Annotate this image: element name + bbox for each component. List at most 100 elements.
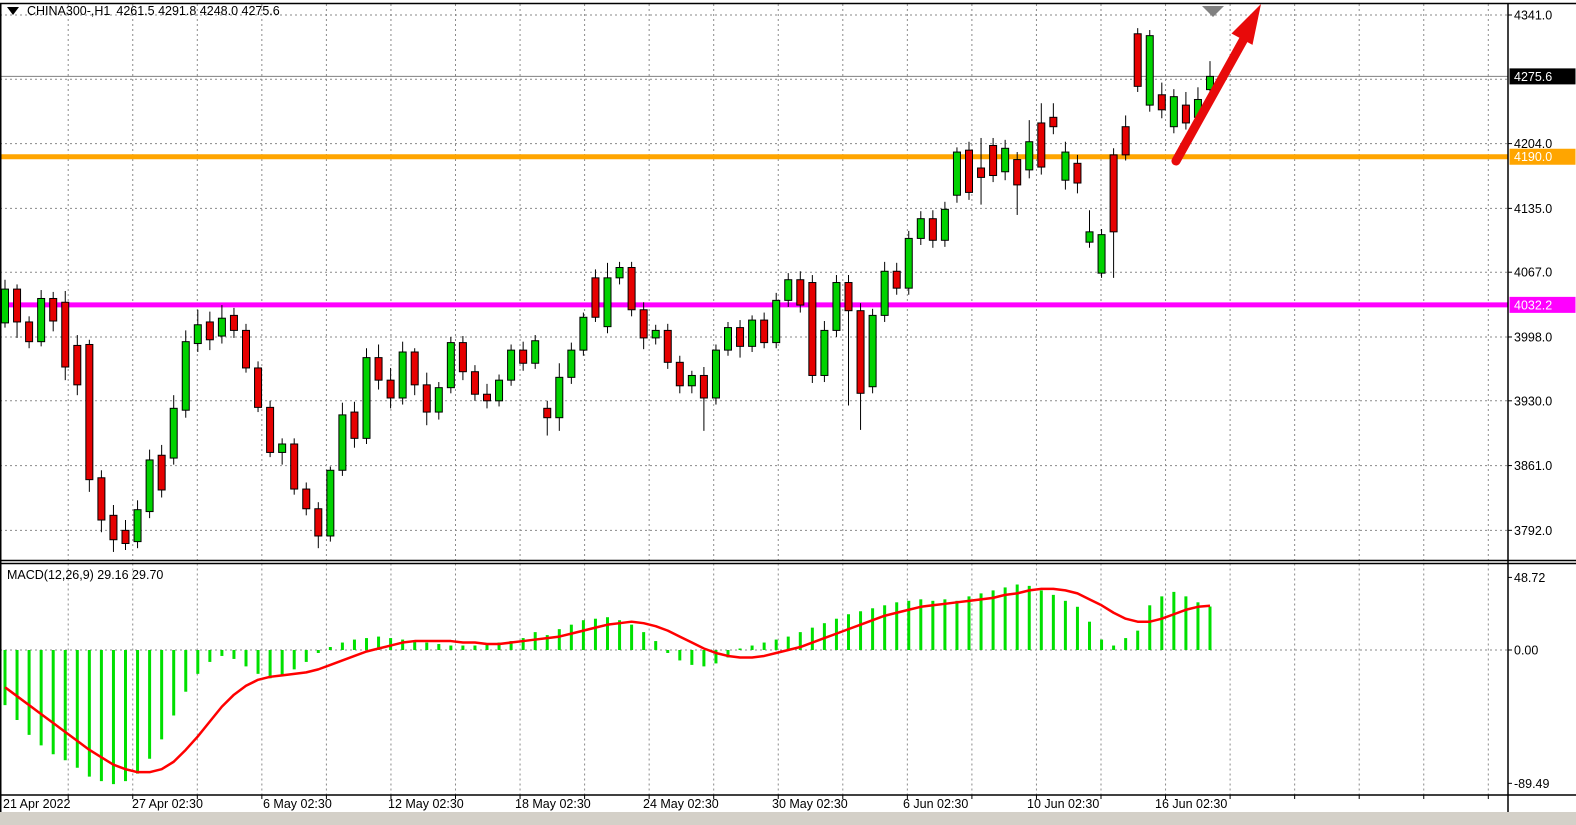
- candle-body: [266, 406, 275, 453]
- candle-body: [278, 443, 287, 453]
- candle-body: [470, 371, 479, 395]
- chart-annotations[interactable]: [1171, 4, 1262, 166]
- time-axis-label[interactable]: 6 Jun 02:30: [903, 797, 968, 811]
- candle-body: [965, 149, 973, 193]
- candle-body: [386, 379, 395, 399]
- candle-body: [1181, 104, 1190, 124]
- price-axis-label[interactable]: 3998.0: [1514, 330, 1552, 344]
- candle-body: [169, 407, 178, 459]
- candle-body: [687, 374, 696, 387]
- candle-body: [97, 477, 106, 521]
- axis-labels[interactable]: 4341.0 4204.0 4135.0 4067.0 3998.0 3930.0 3861…: [3, 9, 1576, 812]
- candle-body: [555, 376, 564, 419]
- candle-body: [1206, 75, 1214, 91]
- candle-body: [422, 384, 431, 413]
- trend-arrow-head[interactable]: [1231, 4, 1262, 45]
- price-axis-label[interactable]: 3861.0: [1514, 459, 1552, 473]
- candle-body: [651, 329, 660, 339]
- candle-body: [121, 529, 130, 544]
- scroll-position-marker-icon: [1202, 6, 1224, 17]
- candle-body: [1049, 116, 1058, 128]
- price-axis-label[interactable]: 4204.0: [1514, 137, 1552, 151]
- candle-body: [1001, 147, 1010, 173]
- candle-body: [796, 279, 805, 306]
- candle-body: [892, 270, 901, 289]
- time-axis-label[interactable]: 10 Jun 02:30: [1027, 797, 1099, 811]
- time-axis-label[interactable]: 18 May 02:30: [515, 797, 591, 811]
- candle-body: [446, 342, 455, 389]
- candle-body: [350, 411, 359, 439]
- candle-body: [145, 459, 154, 513]
- candle-body: [940, 208, 949, 241]
- candle-body: [242, 329, 250, 369]
- price-axis-label[interactable]: 4135.0: [1514, 202, 1552, 216]
- resistance-price-badge-text[interactable]: 4190.0: [1514, 150, 1552, 164]
- candle-body: [724, 327, 732, 351]
- candle-body: [326, 469, 335, 537]
- candle-body: [25, 321, 34, 343]
- macd-axis-label[interactable]: 48.72: [1514, 571, 1545, 585]
- candle-body: [495, 379, 504, 402]
- candle-body: [519, 349, 528, 364]
- candle-body: [928, 218, 937, 241]
- candle-body: [85, 343, 94, 481]
- candle-body: [784, 279, 793, 301]
- current-price-badge: [1509, 68, 1576, 85]
- candle-body: [374, 357, 383, 381]
- candle-body: [410, 351, 419, 386]
- price-axis-label[interactable]: 4067.0: [1514, 266, 1552, 280]
- candle-body: [989, 144, 998, 177]
- candle-body: [868, 314, 877, 388]
- grid-lines: [0, 4, 1508, 795]
- support-price-badge: [1509, 296, 1576, 313]
- macd-axis-label[interactable]: 0.00: [1514, 644, 1538, 658]
- candle-body: [73, 344, 82, 386]
- support-price-badge-text[interactable]: 4032.2: [1514, 298, 1552, 312]
- horizontal-level-lines[interactable]: [0, 75, 1508, 308]
- candle-body: [711, 349, 720, 399]
- candle-body: [109, 514, 118, 541]
- price-axis-label[interactable]: 4341.0: [1514, 9, 1552, 23]
- candle-body: [1169, 96, 1178, 128]
- trend-arrow-shaft[interactable]: [1171, 32, 1250, 166]
- price-axis-label[interactable]: 3930.0: [1514, 394, 1552, 408]
- candlesticks: [1, 28, 1214, 552]
- candle-body: [543, 407, 552, 419]
- candle-body: [1073, 162, 1082, 184]
- time-axis-label[interactable]: 24 May 02:30: [643, 797, 719, 811]
- price-axis-label[interactable]: 3792.0: [1514, 524, 1552, 538]
- candle-body: [663, 329, 672, 363]
- time-axis-label[interactable]: 21 Apr 2022: [3, 797, 70, 811]
- candle-body: [772, 299, 781, 344]
- candle-body: [977, 167, 986, 178]
- time-axis-label[interactable]: 30 May 02:30: [772, 797, 848, 811]
- macd-axis-label[interactable]: -89.49: [1514, 777, 1549, 791]
- time-axis-label[interactable]: 12 May 02:30: [388, 797, 464, 811]
- candle-body: [1133, 33, 1142, 87]
- time-axis-label[interactable]: 27 Apr 02:30: [132, 797, 203, 811]
- candle-body: [13, 288, 22, 323]
- candle-body: [61, 301, 70, 368]
- candle-body: [880, 270, 889, 316]
- candle-body: [314, 508, 323, 537]
- candle-body: [639, 309, 648, 339]
- current-price-badge-text[interactable]: 4275.6: [1514, 70, 1552, 84]
- candle-body: [362, 357, 371, 439]
- time-axis-label[interactable]: 6 May 02:30: [263, 797, 332, 811]
- symbol-period-label: CHINA300-,H1: [27, 4, 111, 18]
- symbol-dropdown-icon: [7, 7, 19, 15]
- candle-body: [844, 282, 853, 312]
- candle-body: [507, 349, 516, 381]
- candle-body: [1025, 141, 1034, 171]
- candle-body: [193, 324, 202, 345]
- candle-body: [748, 319, 757, 347]
- candle-body: [675, 361, 684, 387]
- candle-body: [567, 349, 576, 378]
- time-axis-label[interactable]: 16 Jun 02:30: [1155, 797, 1227, 811]
- candle-body: [1061, 151, 1070, 181]
- candle-body: [856, 310, 865, 394]
- candle-body: [808, 282, 817, 376]
